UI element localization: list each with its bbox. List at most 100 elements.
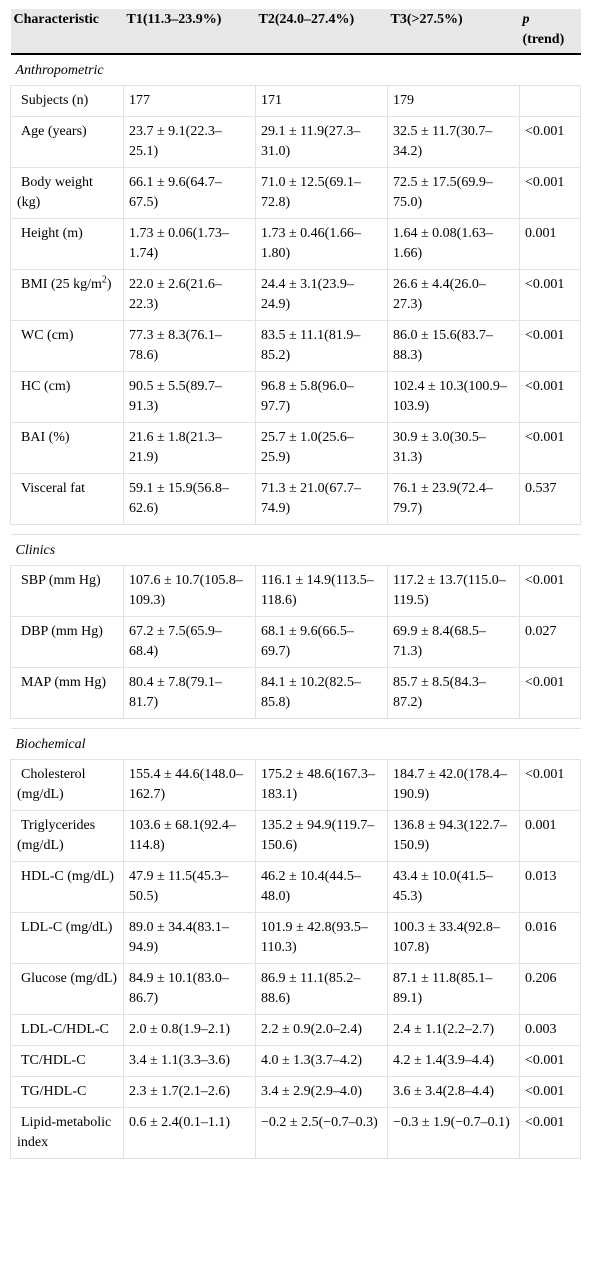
p-value: <0.001 (519, 667, 581, 719)
row-label: BMI (25 kg/m2) (10, 269, 124, 321)
value-cell: 136.8 ± 94.3(122.7–150.9) (387, 810, 520, 862)
row-label: Triglycerides (mg/dL) (10, 810, 124, 862)
p-value: 0.206 (519, 963, 581, 1015)
value-cell: 47.9 ± 11.5(45.3–50.5) (123, 861, 256, 913)
label-wrap: HC (cm) (21, 379, 71, 394)
label-wrap: LDL-C/HDL-C (21, 1022, 109, 1037)
value-cell: 4.0 ± 1.3(3.7–4.2) (255, 1045, 388, 1077)
value-cell: 84.1 ± 10.2(82.5–85.8) (255, 667, 388, 719)
p-value: 0.001 (519, 218, 581, 270)
value-cell: 89.0 ± 34.4(83.1–94.9) (123, 912, 256, 964)
value-cell: 77.3 ± 8.3(76.1–78.6) (123, 320, 256, 372)
value-cell: 66.1 ± 9.6(64.7–67.5) (123, 167, 256, 219)
p-value: <0.001 (519, 320, 581, 372)
label-wrap: Glucose (mg/dL) (21, 971, 118, 986)
data-row: DBP (mm Hg) 67.2 ± 7.5(65.9–68.4) 68.1 ± 9… (10, 616, 581, 668)
value-cell: 3.4 ± 1.1(3.3–3.6) (123, 1045, 256, 1077)
value-cell: 24.4 ± 3.1(23.9–24.9) (255, 269, 388, 321)
data-row: HC (cm) 90.5 ± 5.5(89.7–91.3) 96.8 ± 5.8(9… (10, 371, 581, 423)
section-row: Clinics (10, 534, 581, 566)
value-cell: 171 (255, 85, 388, 117)
value-cell: −0.3 ± 1.9(−0.7–0.1) (387, 1107, 520, 1159)
value-cell: 84.9 ± 10.1(83.0–86.7) (123, 963, 256, 1015)
row-label: LDL-C/HDL-C (10, 1014, 124, 1046)
value-cell: 155.4 ± 44.6(148.0–162.7) (123, 759, 256, 811)
value-cell: 179 (387, 85, 520, 117)
row-label: Lipid-metabolic index (10, 1107, 124, 1159)
data-row: Age (years) 23.7 ± 9.1(22.3–25.1) 29.1 ± 1… (10, 116, 581, 168)
row-label: MAP (mm Hg) (10, 667, 124, 719)
label-wrap: Triglycerides (mg/dL) (17, 818, 96, 853)
row-label: Subjects (n) (10, 85, 124, 117)
value-cell: 29.1 ± 11.9(27.3–31.0) (255, 116, 388, 168)
row-label: SBP (mm Hg) (10, 565, 124, 617)
value-cell: 67.2 ± 7.5(65.9–68.4) (123, 616, 256, 668)
value-cell: 71.0 ± 12.5(69.1–72.8) (255, 167, 388, 219)
section-row: Anthropometric (10, 53, 581, 86)
row-label: Age (years) (10, 116, 124, 168)
row-label: Height (m) (10, 218, 124, 270)
p-value: 0.537 (519, 473, 581, 525)
value-cell: 117.2 ± 13.7(115.0–119.5) (387, 565, 520, 617)
table-container: Characteristic T1(11.3–23.9%) T2(24.0–27.4… (10, 9, 581, 1159)
data-row: BAI (%) 21.6 ± 1.8(21.3–21.9) 25.7 ± 1.0(2… (10, 422, 581, 474)
value-cell: 22.0 ± 2.6(21.6–22.3) (123, 269, 256, 321)
data-row: LDL-C/HDL-C 2.0 ± 0.8(1.9–2.1) 2.2 ± 0.9(2… (10, 1014, 581, 1046)
value-cell: 116.1 ± 14.9(113.5–118.6) (255, 565, 388, 617)
spacer-cell (10, 524, 581, 535)
row-label: Body weight (kg) (10, 167, 124, 219)
value-cell: 0.6 ± 2.4(0.1–1.1) (123, 1107, 256, 1159)
row-label: Glucose (mg/dL) (10, 963, 124, 1015)
value-cell: 103.6 ± 68.1(92.4–114.8) (123, 810, 256, 862)
p-value: <0.001 (519, 371, 581, 423)
p-value: 0.001 (519, 810, 581, 862)
row-label: BAI (%) (10, 422, 124, 474)
row-label: TC/HDL-C (10, 1045, 124, 1077)
header-cell: T3(>27.5%) (387, 9, 520, 55)
value-cell: 86.9 ± 11.1(85.2–88.6) (255, 963, 388, 1015)
value-cell: 43.4 ± 10.0(41.5–45.3) (387, 861, 520, 913)
label-wrap: SBP (mm Hg) (21, 573, 101, 588)
data-row: TC/HDL-C 3.4 ± 1.1(3.3–3.6) 4.0 ± 1.3(3.7–… (10, 1045, 581, 1077)
p-value: 0.013 (519, 861, 581, 913)
spacer-cell (10, 718, 581, 729)
label-text: BMI (25 kg/m (21, 277, 102, 292)
value-cell: 68.1 ± 9.6(66.5–69.7) (255, 616, 388, 668)
value-cell: 72.5 ± 17.5(69.9–75.0) (387, 167, 520, 219)
row-label: LDL-C (mg/dL) (10, 912, 124, 964)
label-wrap: Subjects (n) (21, 93, 89, 108)
section-title: Anthropometric (10, 53, 581, 86)
value-cell: 85.7 ± 8.5(84.3–87.2) (387, 667, 520, 719)
label-wrap: Cholesterol (mg/dL) (17, 767, 86, 802)
value-cell: 177 (123, 85, 256, 117)
label-wrap: TC/HDL-C (21, 1053, 86, 1068)
value-cell: 26.6 ± 4.4(26.0–27.3) (387, 269, 520, 321)
header-cell: T2(24.0–27.4%) (255, 9, 388, 55)
value-cell: 80.4 ± 7.8(79.1–81.7) (123, 667, 256, 719)
p-value: 0.016 (519, 912, 581, 964)
data-row: MAP (mm Hg) 80.4 ± 7.8(79.1–81.7) 84.1 ± 1… (10, 667, 581, 719)
label-wrap: MAP (mm Hg) (21, 675, 107, 690)
value-cell: 69.9 ± 8.4(68.5–71.3) (387, 616, 520, 668)
data-row: WC (cm) 77.3 ± 8.3(76.1–78.6) 83.5 ± 11.1(… (10, 320, 581, 372)
label-tail: ) (106, 277, 112, 292)
value-cell: 184.7 ± 42.0(178.4–190.9) (387, 759, 520, 811)
section-title: Clinics (10, 534, 581, 566)
data-row: Glucose (mg/dL) 84.9 ± 10.1(83.0–86.7) 86.… (10, 963, 581, 1015)
label-wrap: TG/HDL-C (21, 1084, 87, 1099)
label-wrap: BMI (25 kg/m2) (17, 274, 112, 292)
p-value: <0.001 (519, 1076, 581, 1108)
p-value: <0.001 (519, 269, 581, 321)
value-cell: 23.7 ± 9.1(22.3–25.1) (123, 116, 256, 168)
row-label: WC (cm) (10, 320, 124, 372)
label-wrap: LDL-C (mg/dL) (21, 920, 113, 935)
p-value: <0.001 (519, 116, 581, 168)
row-label: Cholesterol (mg/dL) (10, 759, 124, 811)
row-label: TG/HDL-C (10, 1076, 124, 1108)
p-value: <0.001 (519, 565, 581, 617)
data-row: Triglycerides (mg/dL) 103.6 ± 68.1(92.4–1… (10, 810, 581, 862)
value-cell: 25.7 ± 1.0(25.6–25.9) (255, 422, 388, 474)
value-cell: 32.5 ± 11.7(30.7–34.2) (387, 116, 520, 168)
label-sup: 2 (101, 274, 107, 286)
